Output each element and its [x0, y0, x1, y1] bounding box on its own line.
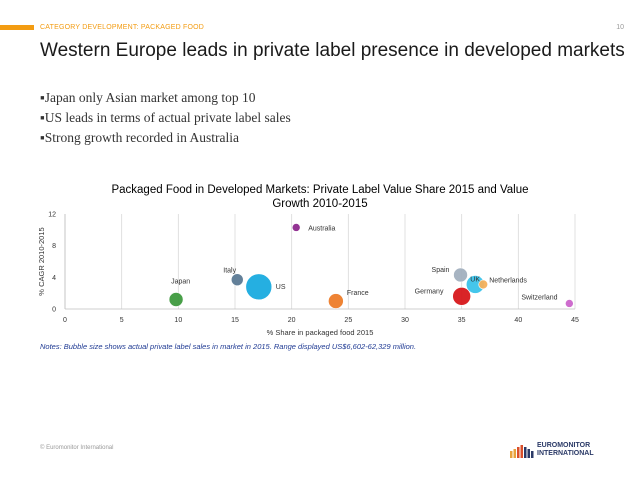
x-tick-label: 20 [288, 317, 296, 324]
copyright: © Euromonitor International [40, 445, 114, 451]
y-tick-label: 12 [48, 212, 56, 219]
bubble-germany [452, 287, 471, 306]
bullet-item: ▪Japan only Asian market among top 10 [40, 90, 256, 105]
chart-title-line-2: Growth 2010-2015 [272, 198, 368, 210]
bubble-label-france: France [347, 290, 369, 297]
x-tick-label: 15 [231, 317, 239, 324]
bubble-netherlands [478, 279, 489, 290]
x-tick-label: 0 [63, 317, 67, 324]
chart-note: Notes: Bubble size shows actual private … [40, 342, 417, 351]
bubble-italy [230, 273, 244, 287]
bubble-spain [453, 267, 468, 283]
bubble-label-us: US [276, 284, 286, 291]
header-accent-bar [0, 25, 34, 30]
bubble-label-netherlands: Netherlands [489, 277, 527, 284]
slide-title: Western Europe leads in private label pr… [40, 40, 625, 61]
x-tick-label: 45 [571, 317, 579, 324]
category-label: CATEGORY DEVELOPMENT: PACKAGED FOOD [40, 24, 205, 31]
x-axis-title: % Share in packaged food 2015 [267, 328, 374, 337]
x-tick-label: 10 [174, 317, 182, 324]
page-number: 10 [616, 24, 624, 31]
y-tick-label: 8 [52, 243, 56, 250]
x-tick-label: 5 [120, 317, 124, 324]
bubble-label-switzerland: Switzerland [521, 294, 557, 301]
chart-title: Packaged Food in Developed Markets: Priv… [40, 183, 600, 211]
logo-line-2: INTERNATIONAL [537, 450, 594, 457]
bubble-australia [291, 223, 301, 232]
chart-title-line-1: Packaged Food in Developed Markets: Priv… [111, 184, 529, 196]
x-tick-label: 30 [401, 317, 409, 324]
bubble-us [245, 273, 273, 301]
euromonitor-logo: EUROMONITOR INTERNATIONAL [510, 441, 610, 459]
logo-text: EUROMONITOR INTERNATIONAL [537, 442, 594, 458]
bullet-item: ▪US leads in terms of actual private lab… [40, 110, 291, 125]
logo-mark-icon [510, 445, 534, 458]
y-tick-label: 0 [52, 307, 56, 314]
bullet-list: ▪Japan only Asian market among top 10 ▪U… [40, 90, 291, 150]
x-tick-label: 35 [458, 317, 466, 324]
bubble-label-uk: UK [470, 276, 480, 283]
bubble-switzerland [565, 299, 574, 308]
logo-line-1: EUROMONITOR [537, 442, 591, 449]
y-tick-label: 4 [52, 275, 56, 282]
y-axis-title: % CAGR 2010-2015 [37, 227, 46, 295]
x-tick-label: 40 [514, 317, 522, 324]
bubble-label-japan: Japan [171, 279, 190, 286]
bubble-label-australia: Australia [308, 225, 335, 232]
bubble-label-spain: Spain [432, 267, 450, 274]
bubble-label-germany: Germany [415, 288, 444, 295]
bubble-japan [168, 292, 184, 307]
x-tick-label: 25 [344, 317, 352, 324]
bullet-item: ▪Strong growth recorded in Australia [40, 130, 239, 145]
bubble-label-italy: Italy [223, 268, 236, 275]
bubble-france [328, 293, 344, 309]
